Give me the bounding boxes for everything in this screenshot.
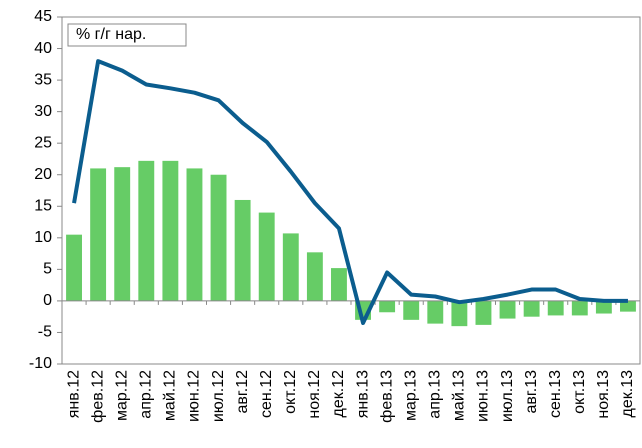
bar [571, 300, 588, 316]
y-tick-label: 10 [34, 229, 52, 246]
bar [66, 234, 82, 301]
x-tick-label: авг.13 [523, 370, 540, 414]
x-tick-label: окт.13 [571, 370, 588, 414]
bar [186, 168, 203, 301]
bar [523, 300, 540, 317]
x-tick-label: авг.12 [234, 370, 251, 414]
x-tick-label: ноя.12 [306, 370, 323, 419]
bar [306, 252, 323, 301]
x-tick-label: мар.13 [402, 370, 419, 421]
x-tick-label: май.13 [451, 370, 468, 421]
plot-frame [61, 16, 641, 365]
y-tick-label: 40 [34, 40, 52, 57]
bar [427, 300, 444, 324]
x-tick-label: сен.12 [258, 370, 275, 418]
y-tick-label: 35 [34, 71, 52, 88]
x-tick-label: май.12 [162, 370, 179, 421]
x-tick-label: янв.13 [354, 370, 371, 418]
x-tick-label: сен.13 [547, 370, 564, 418]
x-tick-label: июл.12 [210, 370, 227, 422]
bar [403, 300, 420, 320]
annotation: % г/г нар. [76, 26, 146, 43]
x-tick-label: фев.13 [378, 370, 395, 423]
x-tick-label: апр.13 [427, 370, 444, 419]
x-tick-label: июн.13 [475, 370, 492, 422]
bar [114, 167, 131, 301]
bar [620, 300, 636, 312]
y-tick-label: 0 [43, 292, 52, 309]
bar [475, 300, 492, 325]
x-tick-label: янв.12 [65, 370, 82, 418]
bar [595, 300, 612, 314]
line [72, 59, 628, 325]
bar [138, 160, 155, 301]
y-tick-label: 5 [43, 261, 52, 278]
bar [282, 233, 299, 301]
x-tick-label: мар.12 [113, 370, 130, 421]
x-tick-label: окт.12 [282, 370, 299, 414]
y-tick-label: 20 [34, 166, 52, 183]
bar [547, 300, 564, 316]
y-tick-label: -5 [38, 324, 52, 341]
y-tick-label: 30 [34, 103, 52, 120]
bar [379, 300, 396, 313]
annotation-box [67, 23, 187, 47]
bar [162, 160, 179, 301]
y-tick-label: 15 [34, 197, 52, 214]
bar [234, 199, 251, 301]
x-tick-label: дек.12 [330, 370, 347, 418]
x-tick-label: фев.12 [89, 370, 106, 423]
bar [331, 268, 347, 301]
y-tick-label: 25 [34, 134, 52, 151]
x-tick-label: дек.13 [619, 370, 636, 418]
bar [258, 212, 275, 301]
x-tick-label: июл.13 [499, 370, 516, 422]
x-tick-label: июн.12 [186, 370, 203, 422]
x-tick-label: апр.12 [138, 370, 155, 419]
y-tick-label: -10 [29, 355, 52, 372]
bar [451, 300, 468, 327]
x-tick-label: ноя.13 [595, 370, 612, 419]
y-tick-label: 45 [34, 8, 52, 25]
bar [499, 300, 516, 319]
bar [90, 168, 107, 301]
bar [210, 174, 227, 301]
